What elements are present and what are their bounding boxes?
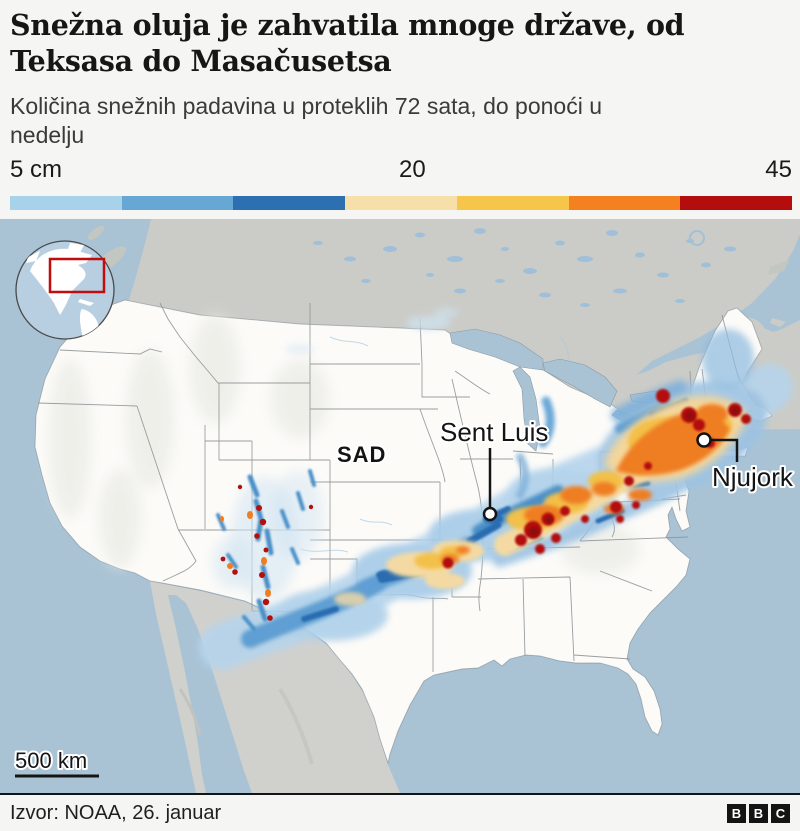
source-attribution: Izvor: NOAA, 26. januar bbox=[10, 801, 222, 824]
map-canvas: SAD Sent Luis Njujork 500 km bbox=[0, 211, 800, 801]
bbc-logo-block: C bbox=[771, 803, 790, 823]
lake-superior bbox=[449, 328, 544, 371]
legend-color-segment bbox=[456, 196, 569, 210]
scale-bar: 500 km bbox=[13, 746, 99, 778]
bbc-logo-block: B bbox=[749, 803, 768, 823]
legend-color-scale bbox=[10, 196, 793, 210]
lake-michigan bbox=[512, 366, 541, 452]
country-label: SAD bbox=[337, 442, 386, 467]
lake-huron bbox=[542, 358, 618, 408]
legend-color-segment bbox=[680, 196, 793, 210]
globe-north-america bbox=[30, 248, 92, 315]
scale-label: 500 km bbox=[15, 748, 87, 773]
city-marker-njujork: Njujork bbox=[696, 432, 796, 494]
bbc-logo-block: B bbox=[727, 803, 746, 823]
nova-scotia bbox=[757, 327, 798, 359]
page-subtitle: Količina snežnih padavina u proteklih 72… bbox=[10, 93, 603, 149]
gulf-of-california bbox=[168, 595, 252, 793]
snow-overlay bbox=[199, 308, 793, 670]
city-marker-sent-luis: Sent Luis bbox=[438, 415, 550, 522]
legend-mid-label: 20 bbox=[399, 156, 426, 183]
canada-lakes bbox=[313, 228, 736, 307]
legend-color-segment bbox=[233, 196, 346, 210]
page-title: Snežna oluja je zahvatila mnoge države, … bbox=[10, 8, 685, 78]
legend-color-segment bbox=[121, 196, 234, 210]
legend-color-segment bbox=[568, 196, 681, 210]
city-label-njujork: Njujork bbox=[712, 462, 794, 492]
globe-greenland bbox=[68, 243, 84, 253]
legend-max-label: 45 bbox=[765, 156, 792, 183]
legend-min-label: 5 cm bbox=[10, 156, 63, 183]
snowfall-map: SAD Sent Luis Njujork 500 km bbox=[0, 211, 800, 801]
globe-highlight-box bbox=[48, 257, 106, 294]
inset-globe bbox=[15, 240, 115, 340]
legend-color-segment bbox=[10, 196, 122, 210]
legend-color-segment bbox=[345, 196, 457, 210]
city-label-sent-luis: Sent Luis bbox=[440, 417, 548, 447]
